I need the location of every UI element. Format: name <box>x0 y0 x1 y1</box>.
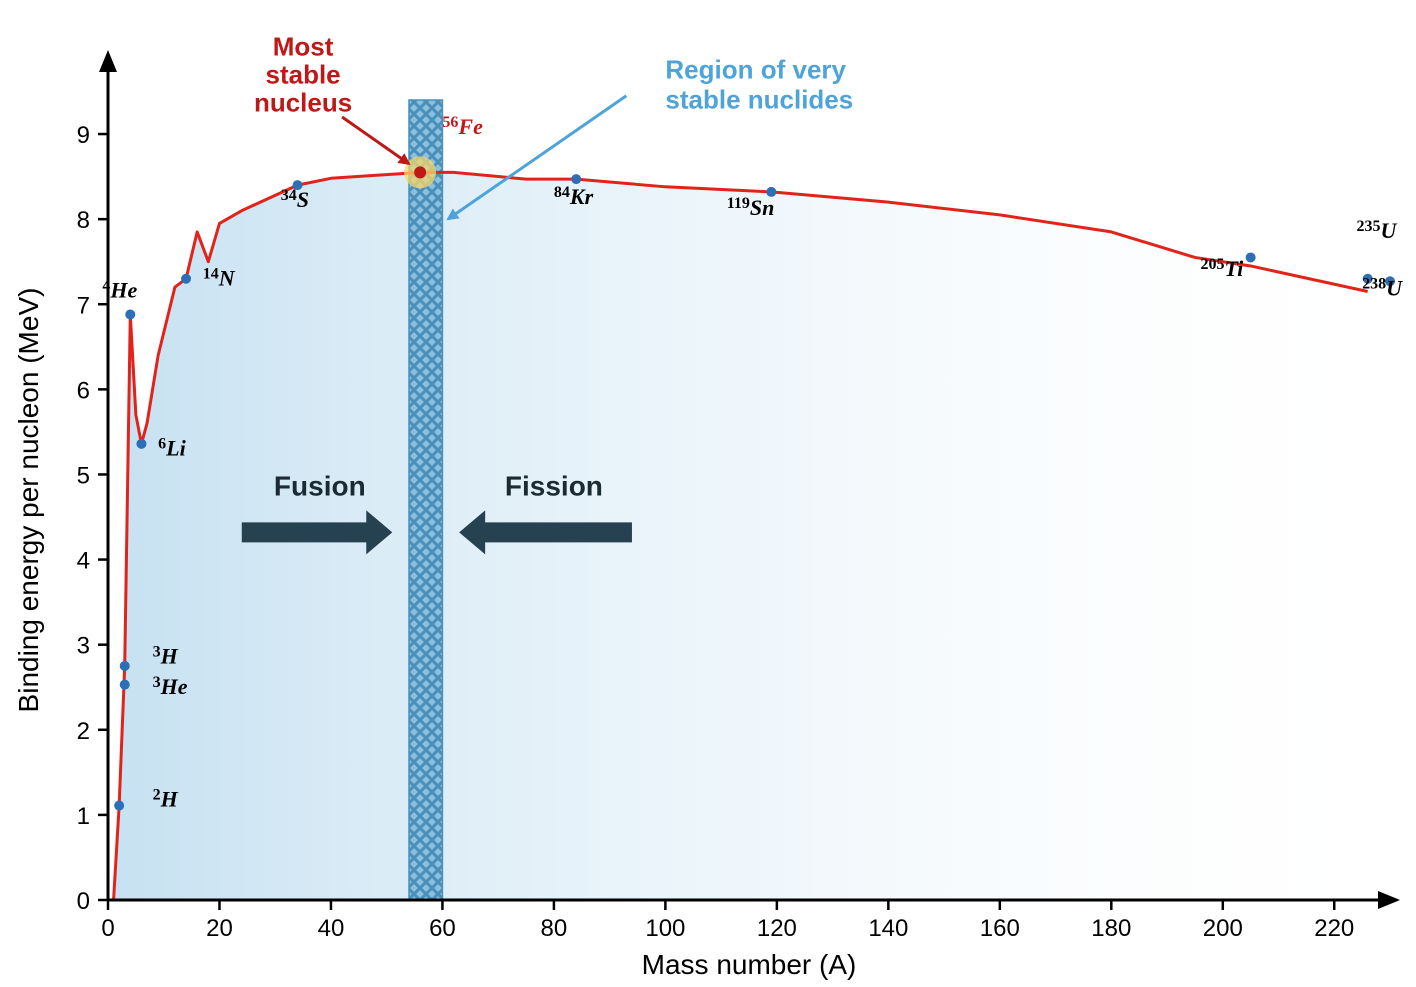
binding-energy-chart: 2H3He3H4He6Li14N34S84Kr119Sn205Ti235U238… <box>0 0 1416 987</box>
x-tick-label: 100 <box>645 915 685 942</box>
x-tick-label: 200 <box>1203 915 1243 942</box>
y-tick-label: 2 <box>77 718 90 745</box>
y-axis-label: Binding energy per nucleon (MeV) <box>13 288 44 713</box>
fission-label: Fission <box>505 471 603 502</box>
nuclide-marker <box>181 274 191 284</box>
y-tick-label: 7 <box>77 292 90 319</box>
nuclide-marker <box>125 309 135 319</box>
x-tick-label: 80 <box>541 915 568 942</box>
fe56-marker <box>414 166 426 178</box>
most-stable-label: Most <box>273 32 334 62</box>
y-axis-arrow <box>99 50 117 72</box>
nuclide-marker <box>1246 252 1256 262</box>
y-tick-label: 0 <box>77 888 90 915</box>
y-tick-label: 4 <box>77 548 90 575</box>
nuclide-marker <box>114 801 124 811</box>
x-tick-label: 140 <box>868 915 908 942</box>
x-tick-label: 40 <box>318 915 345 942</box>
y-tick-label: 5 <box>77 462 90 489</box>
most-stable-label: nucleus <box>254 88 352 118</box>
nuclide-label: 235U <box>1357 218 1398 243</box>
nuclide-marker <box>120 680 130 690</box>
x-tick-label: 220 <box>1314 915 1354 942</box>
most-stable-arrow <box>342 117 409 164</box>
x-axis-label: Mass number (A) <box>642 949 857 980</box>
stable-nuclides-band <box>409 100 442 900</box>
x-tick-label: 20 <box>206 915 233 942</box>
nuclide-marker <box>136 439 146 449</box>
y-tick-label: 6 <box>77 377 90 404</box>
x-axis-arrow <box>1378 891 1400 909</box>
y-tick-label: 9 <box>77 122 90 149</box>
fe56-label: 56Fe <box>442 114 483 139</box>
y-tick-label: 3 <box>77 633 90 660</box>
nuclide-marker <box>571 174 581 184</box>
fusion-label: Fusion <box>274 471 366 502</box>
nuclide-marker <box>120 661 130 671</box>
stable-region-label: Region of very <box>665 55 846 85</box>
x-tick-label: 120 <box>757 915 797 942</box>
x-tick-label: 60 <box>429 915 456 942</box>
most-stable-label: stable <box>266 60 341 90</box>
y-tick-label: 8 <box>77 207 90 234</box>
nuclide-label: 238U <box>1362 276 1403 301</box>
y-tick-label: 1 <box>77 803 90 830</box>
x-tick-label: 160 <box>980 915 1020 942</box>
x-tick-label: 180 <box>1091 915 1131 942</box>
x-tick-label: 0 <box>101 915 114 942</box>
stable-region-label: stable nuclides <box>665 85 853 115</box>
